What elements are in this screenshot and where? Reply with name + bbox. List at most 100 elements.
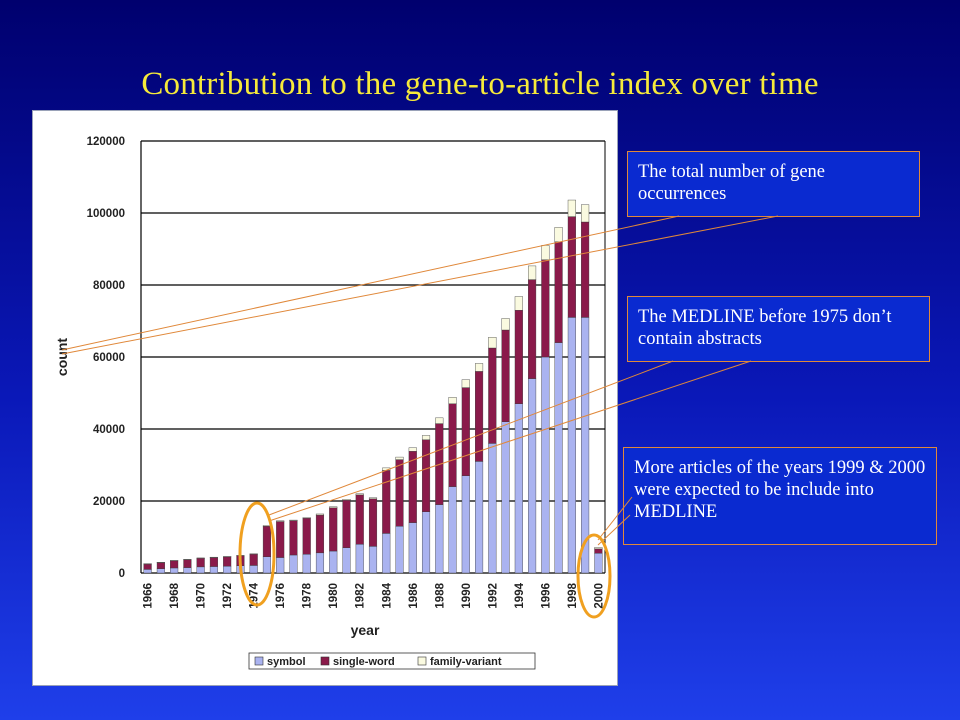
bar-symbol-1999 — [581, 317, 590, 574]
bar-single-word-1996 — [541, 259, 550, 358]
x-tick-label: 1980 — [328, 583, 340, 609]
bar-family-variant-1966 — [143, 563, 152, 565]
y-axis-label: count — [54, 338, 70, 376]
callout-total-occurrences: The total number of gene occurrences — [627, 151, 920, 217]
bar-single-word-1969 — [183, 559, 192, 568]
bar-family-variant-1986 — [408, 447, 417, 452]
bar-single-word-1979 — [315, 514, 325, 554]
bar-symbol-1993 — [501, 421, 510, 574]
y-tick-label: 100000 — [87, 208, 125, 220]
bar-single-word-1974 — [249, 554, 258, 566]
bar-symbol-1973 — [236, 565, 245, 574]
bar-family-variant-1967 — [156, 562, 165, 563]
y-tick-label: 120000 — [87, 136, 125, 148]
bar-family-variant-1970 — [196, 557, 205, 559]
bar-family-variant-1969 — [183, 559, 192, 561]
legend-label-symbol: symbol — [267, 656, 306, 668]
bar-single-word-1976 — [276, 521, 285, 558]
bar-family-variant-1992 — [488, 336, 497, 349]
bar-symbol-1970 — [196, 566, 205, 574]
legend-swatch-symbol — [254, 656, 264, 666]
bar-family-variant-1976 — [276, 520, 285, 522]
y-tick-label: 20000 — [93, 496, 125, 508]
bar-single-word-2000 — [594, 548, 603, 554]
bar-symbol-1983 — [368, 546, 378, 574]
legend-box — [248, 652, 536, 670]
bar-symbol-1980 — [329, 550, 338, 574]
x-tick-label: 1976 — [275, 583, 287, 609]
bar-symbol-1974 — [249, 565, 258, 574]
x-tick-label: 1968 — [169, 582, 181, 608]
callout-medline-before-1975: The MEDLINE before 1975 don’t contain ab… — [627, 296, 930, 362]
bar-symbol-1991 — [475, 461, 484, 574]
bar-single-word-1999 — [581, 221, 590, 318]
bar-single-word-1966 — [143, 563, 152, 570]
bar-symbol-1979 — [315, 552, 325, 574]
x-tick-label: 1992 — [487, 583, 499, 609]
bar-symbol-1969 — [183, 567, 192, 574]
x-tick-label: 1974 — [249, 582, 261, 608]
x-tick-label: 1970 — [196, 583, 208, 609]
bar-symbol-1972 — [223, 565, 232, 574]
bar-single-word-1971 — [209, 557, 218, 567]
bar-family-variant-1995 — [528, 265, 537, 280]
legend-swatch-family-variant — [417, 656, 427, 666]
bar-symbol-1977 — [289, 554, 298, 574]
bar-family-variant-1999 — [581, 204, 590, 223]
bar-symbol-1990 — [461, 475, 470, 574]
bar-single-word-1970 — [196, 558, 205, 568]
bar-single-word-1973 — [236, 555, 245, 567]
bar-family-variant-1993 — [501, 318, 510, 331]
x-tick-label: 1984 — [381, 582, 393, 608]
bar-family-variant-1994 — [514, 296, 523, 311]
bar-single-word-1983 — [368, 498, 378, 547]
bar-single-word-1972 — [223, 556, 232, 567]
bar-single-word-1968 — [170, 560, 179, 569]
bar-symbol-1982 — [355, 544, 364, 574]
bar-family-variant-1972 — [223, 556, 232, 558]
bar-symbol-1975 — [262, 556, 271, 574]
bar-symbol-1987 — [421, 511, 431, 574]
bar-single-word-1990 — [461, 387, 470, 477]
bar-single-word-1993 — [501, 329, 510, 423]
bar-single-word-1977 — [289, 520, 298, 556]
y-tick-label: 60000 — [93, 352, 125, 364]
legend-swatch-single-word — [320, 656, 330, 666]
bar-family-variant-1987 — [421, 435, 431, 441]
bar-family-variant-1971 — [209, 556, 218, 558]
bar-family-variant-1980 — [329, 506, 338, 509]
bar-family-variant-1973 — [236, 555, 245, 557]
bar-family-variant-1981 — [342, 499, 351, 501]
bar-single-word-1995 — [528, 279, 537, 379]
slide-title: Contribution to the gene-to-article inde… — [141, 66, 819, 102]
bar-symbol-2000 — [594, 553, 603, 574]
bar-symbol-1996 — [541, 356, 550, 574]
x-tick-label: 1994 — [514, 582, 526, 608]
bar-symbol-1966 — [143, 569, 152, 574]
bar-family-variant-1978 — [302, 517, 311, 519]
bar-symbol-1986 — [408, 522, 417, 574]
bar-symbol-1985 — [395, 526, 404, 574]
bar-symbol-1981 — [342, 547, 351, 574]
bar-symbol-1992 — [488, 443, 497, 574]
chart-panel: 0 20000 40000 60000 80000 100000 120000 1966 196… — [32, 110, 618, 686]
bar-single-word-1994 — [514, 309, 523, 404]
bar-family-variant-1968 — [170, 560, 179, 562]
bar-single-word-1982 — [355, 494, 364, 545]
bar-symbol-1998 — [567, 317, 576, 574]
x-tick-label: 2000 — [593, 583, 605, 609]
x-tick-label: 1978 — [302, 582, 314, 608]
bar-symbol-1989 — [448, 486, 457, 574]
legend-label-single-word: single-word — [333, 656, 395, 668]
bar-family-variant-1997 — [554, 227, 563, 243]
bar-single-word-1984 — [382, 470, 391, 534]
bar-single-word-1987 — [421, 439, 431, 512]
x-tick-label: 1990 — [461, 583, 473, 609]
bar-symbol-1967 — [156, 568, 165, 574]
bar-family-variant-1984 — [382, 467, 391, 471]
bar-symbol-1997 — [554, 342, 563, 574]
bar-single-word-1967 — [156, 562, 165, 569]
legend-label-family-variant: family-variant — [430, 656, 502, 668]
x-tick-label: 1982 — [355, 583, 367, 609]
bar-family-variant-1975 — [262, 525, 271, 527]
